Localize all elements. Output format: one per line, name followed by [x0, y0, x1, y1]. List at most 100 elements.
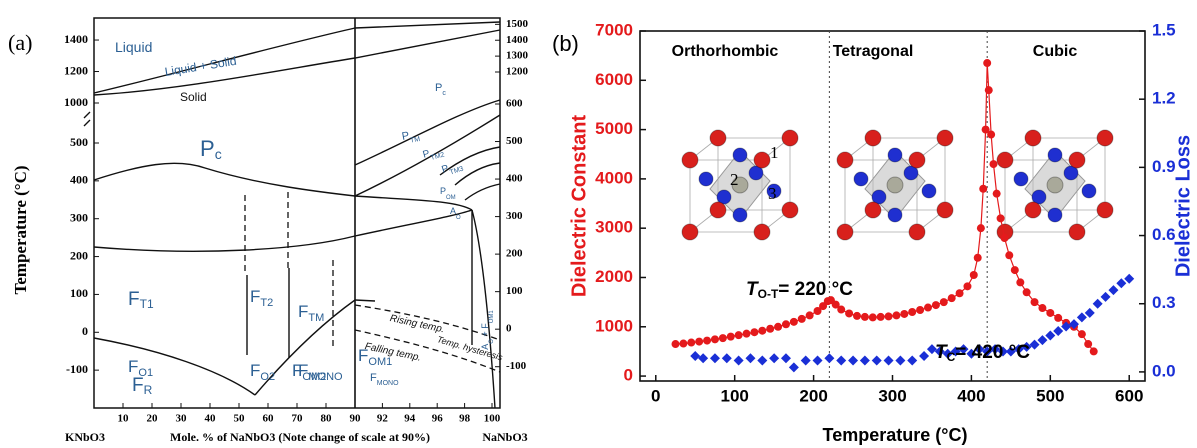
- atom: [731, 176, 749, 194]
- region-label: POM: [440, 186, 456, 200]
- data-point: [1037, 335, 1048, 346]
- data-point: [883, 355, 894, 366]
- y2-tick-label: 0.9: [1152, 157, 1176, 176]
- x-tick-label: 30: [176, 413, 188, 425]
- y2-tick-label: 0: [506, 323, 512, 335]
- atom: [908, 151, 926, 169]
- data-point: [718, 334, 727, 343]
- data-point: [852, 311, 861, 320]
- subscript: T2: [260, 297, 273, 309]
- atom: [1031, 189, 1047, 205]
- atom: [1024, 129, 1042, 147]
- region-label: PTM3: [440, 158, 464, 178]
- y2-tick-label: 0.3: [1152, 293, 1176, 312]
- atom: [781, 129, 799, 147]
- data-point: [868, 313, 877, 322]
- data-point: [992, 189, 1001, 198]
- atom: [732, 207, 748, 223]
- region-label: AO + FOM1: [480, 310, 494, 350]
- atom: [709, 129, 727, 147]
- x-tick-label: 400: [957, 386, 985, 405]
- data-point: [1076, 312, 1087, 323]
- panel-label: (a): [8, 30, 32, 55]
- text-part: T: [746, 279, 759, 300]
- y-tick-label: 1000: [64, 95, 88, 109]
- x-tick-label: 600: [1115, 386, 1143, 405]
- data-point: [745, 353, 756, 364]
- y2-tick-label: 1400: [506, 34, 529, 46]
- region-label: Pc: [435, 82, 446, 97]
- atom: [864, 129, 882, 147]
- data-point: [892, 311, 901, 320]
- x-tick-label: 200: [799, 386, 827, 405]
- text-part: Temp. hysteresis: [436, 335, 504, 363]
- text-part: F: [250, 287, 260, 306]
- atom: [1081, 183, 1097, 199]
- x-tick-label: 500: [1036, 386, 1064, 405]
- data-point: [1092, 298, 1103, 309]
- text-part: P: [440, 186, 446, 196]
- phase-label: Orthorhombic: [672, 43, 779, 60]
- y2-tick-label: 300: [506, 210, 523, 222]
- subscript: TM3: [449, 165, 465, 176]
- x-tick-label: 40: [205, 413, 217, 425]
- atom: [732, 147, 748, 163]
- data-point: [812, 355, 823, 366]
- data-point: [1022, 288, 1031, 297]
- x-tick-label: 100: [484, 413, 501, 425]
- data-point: [690, 351, 701, 361]
- data-point: [703, 336, 712, 345]
- data-point: [1077, 330, 1086, 339]
- atom: [864, 201, 882, 219]
- subscript: O: [489, 339, 495, 344]
- data-point: [989, 160, 998, 169]
- y-tick-label: 500: [70, 135, 88, 149]
- atom: [936, 201, 954, 219]
- subscript: R: [144, 383, 153, 397]
- y-tick-label: 100: [70, 286, 88, 300]
- site-label: 1: [770, 143, 779, 162]
- y-tick-label: 1400: [64, 32, 88, 46]
- y-tick-label: 200: [70, 248, 88, 262]
- annotation: TO-T= 220 °C: [746, 279, 853, 301]
- text-part: = 420 °C: [955, 342, 1030, 363]
- y2-tick-label: 1.5: [1152, 20, 1176, 39]
- data-point: [769, 353, 780, 364]
- region-label: AO: [450, 206, 461, 220]
- data-point: [931, 301, 940, 310]
- data-point: [955, 289, 964, 298]
- text-part: F: [298, 302, 308, 321]
- annotation: TC= 420 °C: [935, 342, 1030, 364]
- data-point: [908, 307, 917, 316]
- y2-tick-label: 1.2: [1152, 89, 1176, 108]
- data-point: [939, 298, 948, 307]
- data-point: [1000, 234, 1009, 243]
- data-point: [679, 339, 688, 348]
- data-point: [709, 353, 720, 364]
- data-point: [750, 328, 759, 337]
- atom: [1096, 129, 1114, 147]
- y-tick-label: 1200: [64, 63, 88, 77]
- data-point: [1084, 340, 1093, 349]
- x-end-label: KNbO3: [65, 430, 105, 444]
- data-point: [836, 355, 847, 366]
- x-tick-label: 300: [878, 386, 906, 405]
- atom: [1047, 147, 1063, 163]
- x-tick-label: 70: [292, 413, 304, 425]
- text-part: P: [401, 130, 410, 143]
- data-point: [1045, 330, 1056, 341]
- y2-tick-label: 600: [506, 98, 523, 110]
- data-point: [742, 329, 751, 338]
- region-label: FMONO: [370, 372, 399, 387]
- region-label: FR: [132, 375, 153, 397]
- y2-tick-label: 1500: [506, 18, 529, 30]
- atom: [681, 151, 699, 169]
- y-tick-label: 3000: [595, 218, 633, 237]
- subscript: OM2: [302, 371, 326, 383]
- text-part: F: [370, 372, 377, 384]
- text-part: P: [422, 148, 432, 160]
- data-point: [963, 282, 972, 291]
- data-point: [757, 355, 768, 366]
- region-label: FOM1: [358, 346, 392, 367]
- region-label: Liquid + Solid: [164, 54, 238, 79]
